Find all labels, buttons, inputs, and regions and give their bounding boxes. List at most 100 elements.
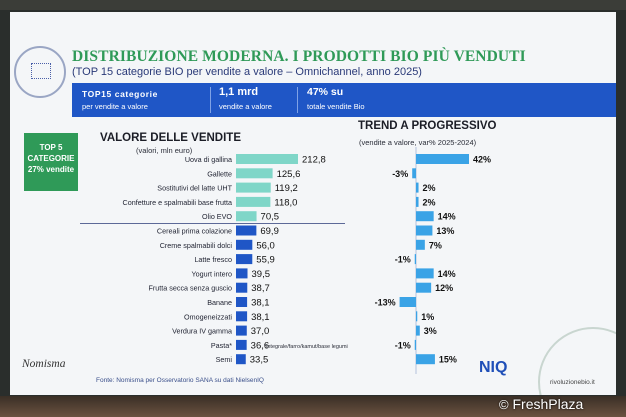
category-label: Latte fresco (194, 255, 232, 264)
value-bar (236, 168, 273, 179)
trend-bar (412, 168, 416, 179)
value-label: 118,0 (274, 197, 297, 208)
trend-bar (416, 311, 418, 322)
value-bar (236, 282, 248, 293)
value-bar (236, 325, 247, 336)
copyright-icon: © (499, 397, 509, 412)
category-label: Cereali prima colazione (157, 227, 232, 236)
trend-bar (414, 339, 416, 350)
value-bar (236, 354, 246, 365)
top5-box-line: 27% vendite (27, 165, 75, 174)
top5-box: TOP 5 CATEGORIE 27% vendite (24, 133, 78, 191)
trend-label: 2% (423, 183, 436, 193)
trend-bar (399, 297, 416, 307)
category-label: Gallette (207, 169, 232, 178)
value-label: 69,9 (260, 226, 279, 237)
freshplaza-watermark: © FreshPlaza (499, 396, 583, 412)
category-label: Sostitutivi del latte UHT (157, 184, 232, 193)
category-label: Banane (207, 298, 232, 307)
bio-logo-icon (14, 46, 66, 98)
value-bar (236, 311, 248, 322)
banner-divider (297, 87, 298, 113)
banner-top-sub: per vendite a valore (82, 102, 148, 111)
trend-label: 12% (435, 283, 453, 293)
site-url: rivoluzionebio.it (550, 379, 595, 386)
screen-bezel-bottom (0, 396, 626, 417)
eu-leaf-icon (31, 63, 51, 79)
trend-bar (416, 182, 419, 193)
value-bar (236, 154, 298, 164)
category-label: Confetture e spalmabili base frutta (123, 198, 232, 207)
value-label: 70,5 (261, 212, 280, 223)
value-label: 38,1 (251, 298, 270, 309)
category-label: Olio EVO (202, 212, 232, 221)
value-bar (236, 182, 271, 193)
trend-label: 7% (429, 240, 442, 250)
trend-bar (416, 354, 435, 365)
value-label: 125,6 (277, 169, 301, 180)
screen-bezel-top (0, 0, 626, 10)
trend-label: -13% (375, 298, 396, 308)
value-label: 119,2 (275, 183, 298, 194)
value-label: 38,1 (251, 312, 270, 323)
trend-bar (416, 268, 434, 279)
trend-bar (416, 325, 420, 336)
slide-title: DISTRIBUZIONE MODERNA. I PRODOTTI BIO PI… (72, 48, 526, 65)
footnote: *integrale/farro/kamut/base legumi (264, 344, 348, 350)
trend-label: 13% (436, 226, 454, 236)
category-label: Frutta secca senza guscio (149, 284, 233, 293)
left-chart-subtitle: (valori, mln euro) (136, 146, 193, 155)
trend-label: 1% (421, 312, 434, 322)
trend-label: 14% (438, 269, 456, 279)
banner-top-label: TOP15 categorie (82, 89, 158, 99)
value-label: 37,0 (251, 326, 270, 337)
trend-bar (416, 211, 434, 222)
category-label: Omogeneizzati (184, 312, 232, 321)
value-label: 38,7 (251, 283, 270, 294)
value-bar (236, 239, 253, 250)
niq-logo: NIQ (479, 359, 508, 376)
slide-subtitle: (TOP 15 categorie BIO per vendite a valo… (72, 66, 422, 78)
banner-share-sub: totale vendite Bio (307, 102, 365, 111)
top5-box-line: TOP 5 (39, 143, 63, 152)
value-label: 39,5 (252, 269, 271, 280)
bio-sales-charts: Uova di gallina 212,8 Gallette 125,6 Sostitu… (80, 147, 491, 374)
trend-label: 15% (439, 355, 457, 365)
top5-box-line: CATEGORIE (27, 154, 75, 163)
left-chart-title: VALORE DELLE VENDITE (100, 132, 241, 144)
trend-bar (416, 225, 433, 236)
value-label: 33,5 (250, 355, 269, 366)
trend-label: 42% (473, 155, 491, 165)
banner-divider (210, 87, 211, 113)
trend-label: 14% (438, 212, 456, 222)
value-bar (236, 268, 248, 279)
trend-bar (416, 196, 419, 207)
value-label: 212,8 (302, 155, 326, 166)
nomisma-logo: Nomisma (22, 358, 66, 370)
trend-label: -1% (395, 255, 411, 265)
value-label: 36,6 (251, 340, 269, 351)
banner-value-main: 1,1 mrd (219, 86, 259, 98)
value-bar (236, 196, 271, 207)
banner-share-main: 47% su (307, 86, 344, 98)
summary-banner: TOP15 categorie per vendite a valore 1,1… (72, 83, 616, 117)
value-bar (236, 297, 248, 307)
category-label: Pasta* (211, 341, 232, 350)
trend-label: 3% (424, 326, 437, 336)
trend-label: 2% (423, 197, 436, 207)
category-label: Yogurt intero (192, 269, 233, 278)
category-label: Semi (216, 355, 233, 364)
category-label: Uova di gallina (185, 155, 232, 164)
trend-label: -3% (392, 169, 408, 179)
value-bar (236, 225, 257, 236)
right-chart-title: TREND A PROGRESSIVO (358, 120, 497, 132)
trend-bar (416, 282, 432, 293)
category-label: Creme spalmabili dolci (160, 241, 233, 250)
category-label: Verdura IV gamma (172, 327, 232, 336)
source-note: Fonte: Nomisma per Osservatorio SANA su … (96, 377, 264, 384)
value-label: 55,9 (256, 255, 275, 266)
value-bar (236, 339, 247, 350)
right-chart-subtitle: (vendite a valore, var% 2025-2024) (359, 138, 477, 147)
value-bar (236, 254, 253, 265)
trend-bar (416, 239, 425, 250)
